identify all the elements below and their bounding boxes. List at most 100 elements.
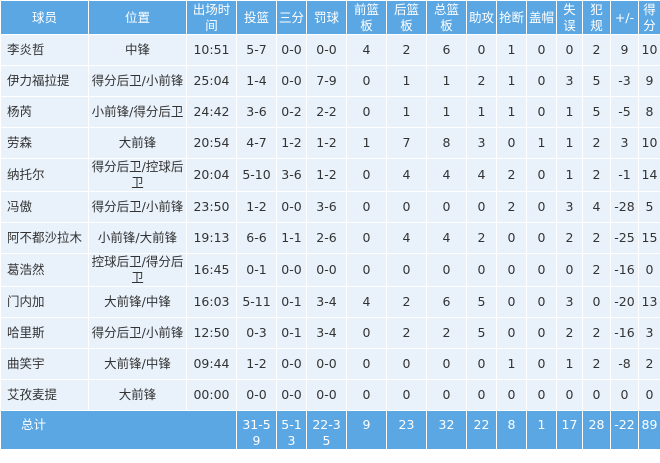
column-header: 得分	[638, 0, 660, 35]
stat-cell: 0	[496, 127, 527, 159]
stat-cell: 2	[496, 158, 527, 192]
player-row: 伊力福拉提 得分后卫/小前锋 25:04 1-4 0-0 7-9 0 1 1 2 1 0 3 5 -3 9	[0, 65, 660, 97]
stat-cell: 控球后卫/得分后卫	[88, 253, 187, 287]
stat-cell: 0	[386, 348, 427, 380]
stat-cell: -8	[610, 348, 639, 380]
stat-cell: 0	[346, 222, 387, 254]
stat-cell: 2	[582, 253, 611, 287]
stat-cell: 20:54	[186, 127, 237, 159]
stat-cell: 23:50	[186, 191, 237, 223]
stat-cell: 2	[582, 317, 611, 349]
player-name: 劳森	[0, 127, 89, 159]
stat-cell: 2	[582, 348, 611, 380]
stat-cell: 0	[556, 379, 583, 411]
stat-cell: 大前锋/中锋	[88, 286, 187, 318]
stat-cell: -3	[610, 65, 639, 97]
stat-cell: 1	[556, 158, 583, 192]
stat-cell: -20	[610, 286, 639, 318]
stat-cell: 4	[346, 286, 387, 318]
total-label: 总计	[0, 410, 237, 450]
stat-cell: 3	[556, 65, 583, 97]
stat-cell: 0	[426, 253, 467, 287]
stat-cell: 2	[466, 65, 497, 97]
stat-cell: 0	[496, 317, 527, 349]
stat-cell: 2	[582, 127, 611, 159]
player-name: 葛浩然	[0, 253, 89, 287]
stat-cell: 4	[386, 158, 427, 192]
stat-cell: 0	[526, 348, 557, 380]
stat-cell: 1	[496, 34, 527, 66]
player-row: 艾孜麦提 大前锋 00:00 0-0 0-0 0-0 0 0 0 0 0 0 0 0 0 0	[0, 379, 660, 411]
stat-cell: 6-6	[236, 222, 277, 254]
total-cell: -22	[610, 410, 639, 450]
player-name: 门内加	[0, 286, 89, 318]
column-header: 投篮	[236, 0, 277, 35]
stat-cell: 1	[526, 127, 557, 159]
stat-cell: 1	[496, 65, 527, 97]
stat-cell: 0	[556, 253, 583, 287]
player-row: 纳托尔 得分后卫/控球后卫 20:04 5-10 3-6 1-2 0 4 4 4 2 0 1 2 -1 14	[0, 158, 660, 192]
stat-cell: 19:13	[186, 222, 237, 254]
player-row: 阿不都沙拉木 小前锋/大前锋 19:13 6-6 1-1 2-6 0 4 4 2 0 0 2 2 -25 15	[0, 222, 660, 254]
player-name: 曲笑宇	[0, 348, 89, 380]
stat-cell: 0	[638, 253, 660, 287]
stat-cell: 13	[638, 286, 660, 318]
player-row: 哈里斯 得分后卫/小前锋 12:50 0-3 0-1 3-4 0 2 2 5 0 0 2 2 -16 3	[0, 317, 660, 349]
stat-cell: 1-2	[236, 348, 277, 380]
stat-cell: 2	[426, 317, 467, 349]
player-name: 冯傲	[0, 191, 89, 223]
stat-cell: 2-2	[306, 96, 347, 128]
column-header: +/-	[610, 0, 639, 35]
stat-cell: 0	[582, 379, 611, 411]
stat-cell: 0	[466, 191, 497, 223]
stat-cell: 6	[426, 286, 467, 318]
stat-cell: 0	[638, 379, 660, 411]
stat-cell: 4	[346, 34, 387, 66]
stat-cell: 2	[582, 34, 611, 66]
stat-cell: 0	[526, 65, 557, 97]
stat-cell: 0-0	[306, 379, 347, 411]
stat-cell: 0	[346, 253, 387, 287]
stat-cell: 0-0	[276, 348, 307, 380]
stat-cell: 1	[556, 127, 583, 159]
stat-cell: 0	[496, 286, 527, 318]
stat-cell: 2	[582, 222, 611, 254]
stat-cell: 3-4	[306, 317, 347, 349]
stat-cell: 小前锋/大前锋	[88, 222, 187, 254]
stat-cell: -1	[610, 158, 639, 192]
stat-cell: 0-0	[236, 379, 277, 411]
stat-cell: 1-1	[276, 222, 307, 254]
player-row: 李炎哲 中锋 10:51 5-7 0-0 0-0 4 2 6 0 1 0 0 2 9 10	[0, 34, 660, 66]
stat-cell: 5	[466, 286, 497, 318]
total-cell: 22	[466, 410, 497, 450]
total-cell: 9	[346, 410, 387, 450]
player-name: 李炎哲	[0, 34, 89, 66]
stat-cell: 0-3	[236, 317, 277, 349]
stat-cell: -25	[610, 222, 639, 254]
stat-cell: 0	[346, 379, 387, 411]
stat-cell: 3-6	[276, 158, 307, 192]
stat-cell: 0	[386, 191, 427, 223]
stat-cell: 得分后卫/小前锋	[88, 191, 187, 223]
player-row: 葛浩然 控球后卫/得分后卫 16:45 0-1 0-0 0-0 0 0 0 0 0 0 0 2 -16 0	[0, 253, 660, 287]
stat-cell: 6	[426, 34, 467, 66]
player-name: 哈里斯	[0, 317, 89, 349]
stat-cell: 2	[466, 222, 497, 254]
stat-cell: 0-0	[276, 191, 307, 223]
stat-cell: 小前锋/得分后卫	[88, 96, 187, 128]
stat-cell: 0	[526, 34, 557, 66]
player-row: 冯傲 得分后卫/小前锋 23:50 1-2 0-0 3-6 0 0 0 0 2 0 3 4 -28 5	[0, 191, 660, 223]
stat-cell: 2	[582, 158, 611, 192]
stat-cell: 16:03	[186, 286, 237, 318]
stat-cell: 10	[638, 34, 660, 66]
stat-cell: 1-2	[276, 127, 307, 159]
stat-cell: 4-7	[236, 127, 277, 159]
total-cell: 17	[556, 410, 583, 450]
player-name: 杨芮	[0, 96, 89, 128]
stat-cell: 4	[386, 222, 427, 254]
stat-cell: 1-2	[306, 127, 347, 159]
stat-cell: 1-2	[306, 158, 347, 192]
stat-cell: 0	[496, 253, 527, 287]
stat-cell: -5	[610, 96, 639, 128]
